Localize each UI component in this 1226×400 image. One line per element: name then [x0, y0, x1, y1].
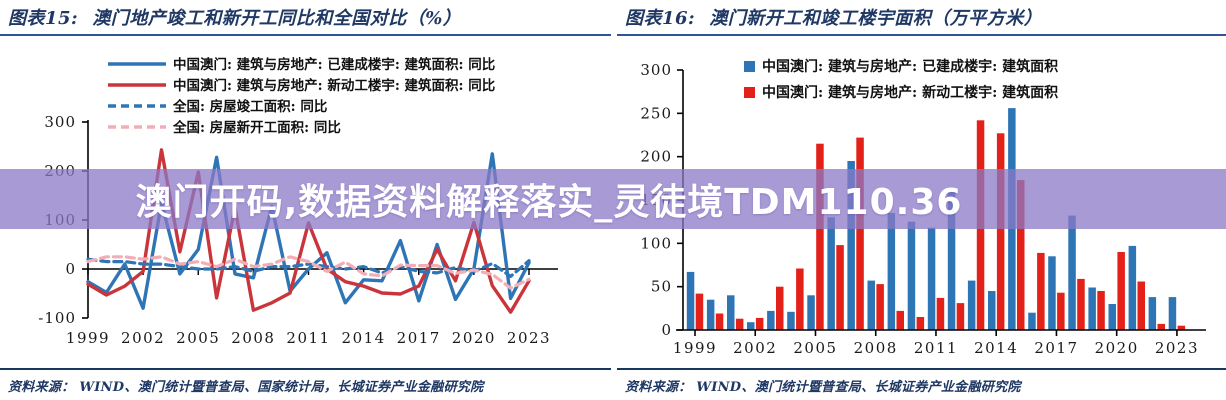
svg-text:2011: 2011: [914, 339, 958, 357]
svg-text:2002: 2002: [121, 329, 165, 347]
ad-overlay-banner[interactable]: 澳门开码,数据资料解释落实_灵徒境TDM110.36: [0, 169, 1226, 229]
svg-text:100: 100: [640, 234, 672, 252]
svg-text:200: 200: [640, 148, 672, 166]
svg-text:2020: 2020: [1095, 339, 1139, 357]
svg-text:300: 300: [640, 61, 672, 79]
left-chart-header: 图表15: 澳门地产竣工和新开工同比和全国对比（%）: [0, 0, 611, 36]
svg-text:中国澳门: 建筑与房地产: 新动工楼宇: 建筑面积: 同比: 中国澳门: 建筑与房地产: 新动工楼宇: 建筑面积: 同比: [173, 77, 495, 94]
right-fig-label: 图表16:: [625, 8, 696, 29]
svg-text:2014: 2014: [342, 329, 386, 347]
svg-text:1999: 1999: [673, 339, 717, 357]
svg-text:全国: 房屋新开工面积: 同比: 全国: 房屋新开工面积: 同比: [172, 119, 341, 136]
svg-text:1999: 1999: [66, 329, 110, 347]
svg-text:0: 0: [661, 321, 672, 339]
svg-text:2023: 2023: [507, 329, 551, 347]
svg-text:2017: 2017: [397, 329, 441, 347]
svg-text:2008: 2008: [231, 329, 275, 347]
right-chart-title: 图表16: 澳门新开工和竣工楼宇面积（万平方米）: [617, 4, 1042, 30]
left-source-note: 资料来源： WIND、澳门统计暨普查局、国家统计局，长城证券产业金融研究院: [0, 368, 611, 395]
svg-text:2023: 2023: [1155, 339, 1199, 357]
svg-text:2005: 2005: [176, 329, 220, 347]
svg-text:2011: 2011: [286, 329, 330, 347]
svg-text:中国澳门: 建筑与房地产: 新动工楼宇: 建筑面积: 中国澳门: 建筑与房地产: 新动工楼宇: 建筑面积: [762, 84, 1058, 101]
svg-text:中国澳门: 建筑与房地产: 已建成楼宇: 建筑面积: 同比: 中国澳门: 建筑与房地产: 已建成楼宇: 建筑面积: 同比: [173, 56, 495, 73]
svg-text:50: 50: [651, 278, 672, 296]
right-source-note: 资料来源： WIND、澳门统计暨普查局、长城证券产业金融研究院: [617, 368, 1226, 395]
right-source-text: 资料来源： WIND、澳门统计暨普查局、长城证券产业金融研究院: [625, 380, 1021, 395]
svg-text:2008: 2008: [854, 339, 898, 357]
svg-text:300: 300: [44, 113, 76, 131]
svg-text:-100: -100: [38, 309, 76, 327]
ad-overlay-text: 澳门开码,数据资料解释落实_灵徒境TDM110.36: [135, 182, 963, 223]
left-source-text: 资料来源： WIND、澳门统计暨普查局、国家统计局，长城证券产业金融研究院: [8, 380, 484, 395]
left-fig-label: 图表15:: [8, 8, 79, 29]
svg-text:0: 0: [65, 260, 76, 278]
left-title-text: 澳门地产竣工和新开工同比和全国对比（%）: [92, 8, 462, 29]
left-chart-title: 图表15: 澳门地产竣工和新开工同比和全国对比（%）: [0, 4, 461, 30]
svg-text:250: 250: [640, 104, 672, 122]
svg-text:全国: 房屋竣工面积: 同比: 全国: 房屋竣工面积: 同比: [172, 98, 327, 115]
svg-text:2005: 2005: [793, 339, 837, 357]
svg-text:2002: 2002: [733, 339, 777, 357]
right-chart-header: 图表16: 澳门新开工和竣工楼宇面积（万平方米）: [617, 0, 1226, 36]
svg-text:2020: 2020: [452, 329, 496, 347]
right-title-text: 澳门新开工和竣工楼宇面积（万平方米）: [709, 8, 1043, 29]
svg-text:中国澳门: 建筑与房地产: 已建成楼宇: 建筑面积: 中国澳门: 建筑与房地产: 已建成楼宇: 建筑面积: [762, 58, 1058, 75]
svg-text:2014: 2014: [974, 339, 1018, 357]
svg-text:2017: 2017: [1034, 339, 1078, 357]
